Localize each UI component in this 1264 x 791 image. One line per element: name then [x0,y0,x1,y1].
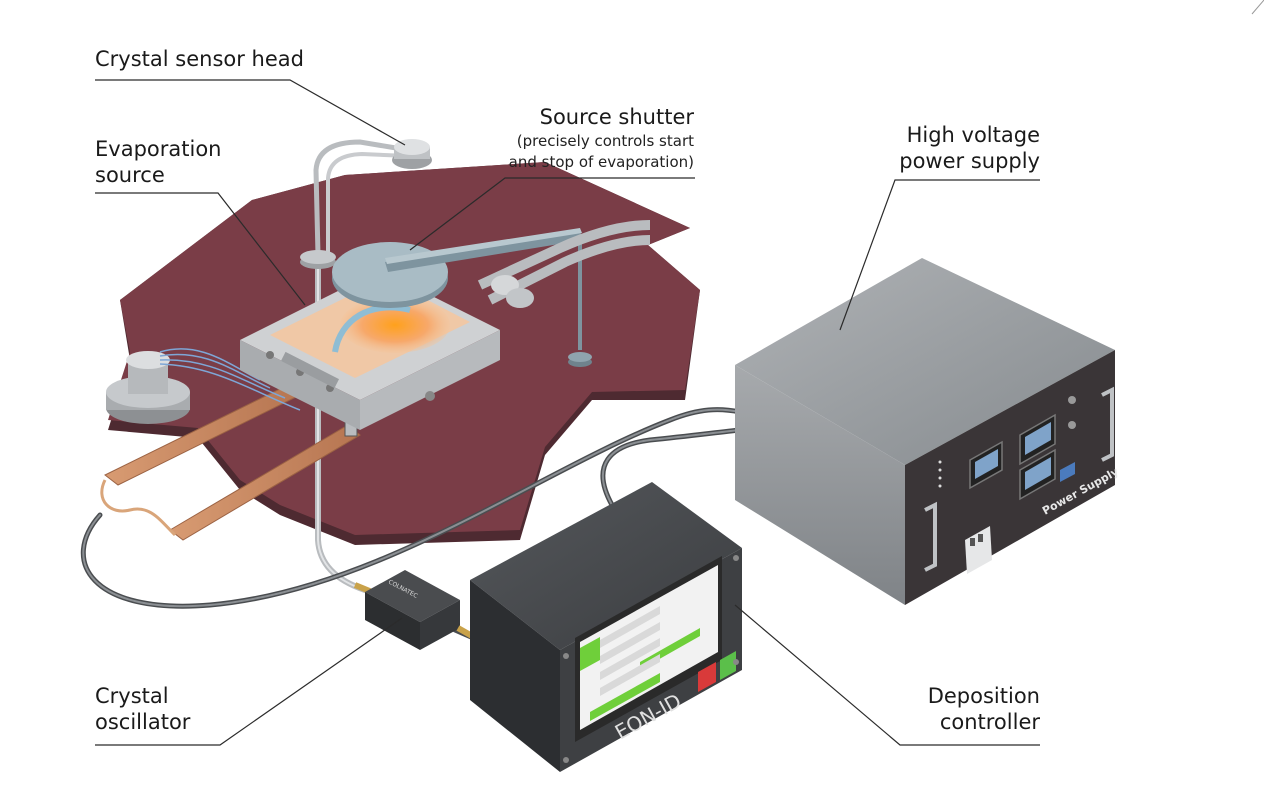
leader-crystal-oscillator [95,617,403,746]
leader-deposition-controller [734,604,1040,746]
label-deposition-controller-line2: controller [939,710,1040,734]
leader-lines [95,79,1040,746]
leader-evaporation-source [95,192,306,306]
leader-hv-power-supply [839,179,1040,331]
sensor-feedthrough [300,250,336,269]
evaporation-source [240,270,500,430]
crystal-oscillator: COLNATEC [353,570,474,650]
label-hv-power-supply-line2: power supply [899,149,1040,173]
label-source-shutter-note-line1: (precisely controls start [516,132,694,150]
leader-crystal-sensor-head [95,79,406,146]
label-source-shutter: Source shutter [539,105,694,129]
label-crystal-sensor-head: Crystal sensor head [95,47,304,71]
label-hv-power-supply-line1: High voltage [906,123,1040,147]
crystal-sensor-head [392,139,432,169]
high-voltage-power-supply: Power Supply [735,258,1121,605]
leader-source-shutter [409,177,695,251]
label-source-shutter-note-line2: and stop of evaporation) [508,153,694,171]
label-deposition-controller-line1: Deposition [927,684,1040,708]
feedthrough-connector [106,348,301,424]
corner-mark [1251,0,1264,15]
label-evaporation-source-line2: source [95,163,165,187]
source-shutter [332,220,651,367]
label-crystal-oscillator-line2: oscillator [95,710,191,734]
label-evaporation-source-line1: Evaporation [95,137,222,161]
label-crystal-oscillator-line1: Crystal [95,684,169,708]
